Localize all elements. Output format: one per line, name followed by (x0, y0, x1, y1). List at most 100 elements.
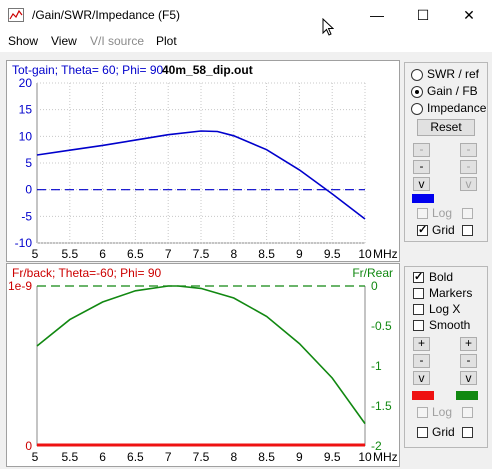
gain-chart-header: Tot-gain; Theta= 60; Phi= 90 (12, 63, 164, 77)
gain-y-tick-label: -10 (15, 236, 33, 250)
gain-x-tick-label: 5.5 (61, 247, 78, 261)
fb-x-tick-label: 8.5 (258, 450, 275, 464)
fb-x-tick-label: 8 (230, 450, 237, 464)
menu-plot[interactable]: Plot (156, 34, 177, 48)
right-scale-up-button[interactable]: - (460, 143, 477, 157)
fb-chart-plot: Fr/back; Theta=-60; Phi= 90 Fr/Rear 1e-9 0 0… (8, 266, 398, 464)
fb-x-tick-label: 7.5 (193, 450, 210, 464)
fb-x-tick-label: 7 (165, 450, 172, 464)
close-button[interactable]: ✕ (463, 7, 475, 23)
radio-gain-label: Gain / FB (427, 84, 478, 98)
right-scale-down-button[interactable]: - (460, 160, 477, 174)
reset-button[interactable]: Reset (417, 119, 475, 136)
fb-x-axis-label: MHz (373, 450, 398, 464)
gain-series-line (36, 130, 366, 220)
mouse-cursor-icon (322, 18, 334, 36)
logx-label: Log X (429, 302, 461, 316)
bold-label: Bold (429, 270, 454, 284)
grid-left-checkbox[interactable] (417, 223, 428, 236)
radio-swr-indicator[interactable] (411, 69, 423, 81)
gain-x-tick-label: 7 (165, 247, 172, 261)
fb-x-tick-label: 9 (296, 450, 303, 464)
gain-x-tick-label: 7.5 (193, 247, 210, 261)
fb-right-y-tick-label: -1 (371, 359, 382, 373)
logx-checkbox[interactable] (413, 304, 424, 315)
fb-rear-series-line (36, 285, 366, 425)
bold-checkbox[interactable] (413, 270, 424, 283)
title-bar: /Gain/SWR/Impedance (F5) — ☐ ✕ (0, 0, 492, 30)
grid-left-label: Grid (432, 223, 455, 237)
fb-x-tick-label: 5 (32, 450, 39, 464)
app-chart-icon (8, 8, 24, 22)
gain-x-tick-label: 8 (230, 247, 237, 261)
gain-y-tick-label: 10 (19, 129, 33, 143)
radio-impedance-indicator[interactable] (411, 103, 423, 115)
fb-chart: Fr/back; Theta=-60; Phi= 90 Fr/Rear 1e-9 0 0… (6, 263, 400, 467)
gain-x-axis-label: MHz (373, 247, 398, 261)
fb-right-y-tick-label: -1.5 (371, 399, 392, 413)
minimize-button[interactable]: — (370, 7, 384, 23)
fb-right-y-tick-label: -2 (371, 439, 382, 453)
right-offset-button[interactable]: v (460, 177, 477, 191)
gain-y-tick-label: 15 (19, 103, 33, 117)
gain-chart-plot: Tot-gain; Theta= 60; Phi= 9040m_58_dip.o… (12, 63, 398, 261)
grid-right-checkbox-bottom[interactable] (462, 427, 473, 438)
left-scale-up-button[interactable]: - (413, 143, 430, 157)
window-title: /Gain/SWR/Impedance (F5) (32, 8, 181, 22)
smooth-label: Smooth (429, 318, 471, 332)
log-right-checkbox[interactable] (462, 208, 473, 219)
grid-right-checkbox[interactable] (462, 225, 473, 236)
right-zoom-out-button[interactable]: - (460, 354, 477, 368)
fb-right-y-tick-label: -0.5 (371, 319, 392, 333)
log-left-label: Log (432, 206, 453, 220)
gain-chart-filename: 40m_58_dip.out (162, 63, 253, 77)
grid-left-label-bottom: Grid (432, 425, 455, 439)
log-left-checkbox[interactable] (417, 208, 428, 219)
log-right-checkbox-bottom[interactable] (462, 407, 473, 418)
left-scale-down-button[interactable]: - (413, 160, 430, 174)
menu-view[interactable]: View (51, 34, 77, 48)
fb-right-y-tick-label: 0 (371, 279, 378, 293)
gain-x-tick-label: 6 (99, 247, 106, 261)
maximize-button[interactable]: ☐ (416, 7, 430, 23)
fb-x-tick-label: 10 (358, 450, 372, 464)
gain-chart: Tot-gain; Theta= 60; Phi= 90 40m_58_dip.o… (6, 60, 400, 262)
left-zoom-in-button[interactable]: + (413, 337, 430, 351)
frback-color-swatch[interactable] (412, 391, 434, 400)
gain-y-tick-label: 20 (19, 76, 33, 90)
fb-x-tick-label: 6 (99, 450, 106, 464)
gain-x-tick-label: 10 (358, 247, 372, 261)
smooth-checkbox[interactable] (413, 320, 424, 331)
fb-x-tick-label: 9.5 (324, 450, 341, 464)
radio-impedance-label: Impedance (427, 101, 487, 115)
gain-x-tick-label: 8.5 (258, 247, 275, 261)
markers-label: Markers (429, 286, 473, 300)
grid-left-checkbox-bottom[interactable] (417, 427, 428, 438)
fb-control-panel: Bold Markers Log X Smooth + - v + - v Lo… (404, 266, 488, 448)
gain-y-tick-label: 5 (25, 156, 32, 170)
fb-x-tick-label: 5.5 (61, 450, 78, 464)
gain-y-tick-label: 0 (25, 183, 32, 197)
fb-left-y-tick-label: 0 (25, 439, 32, 453)
left-shift-button[interactable]: v (413, 371, 430, 385)
gain-x-tick-label: 5 (32, 247, 39, 261)
fb-x-tick-label: 6.5 (127, 450, 144, 464)
radio-gain-indicator[interactable] (411, 86, 423, 98)
frrear-color-swatch[interactable] (456, 391, 478, 400)
gain-x-tick-label: 9 (296, 247, 303, 261)
gain-x-tick-label: 9.5 (324, 247, 341, 261)
log-left-label-bottom: Log (432, 405, 453, 419)
right-shift-button[interactable]: v (460, 371, 477, 385)
fb-chart-header: Fr/back; Theta=-60; Phi= 90 (12, 266, 162, 280)
gain-x-tick-label: 6.5 (127, 247, 144, 261)
right-zoom-in-button[interactable]: + (460, 337, 477, 351)
left-zoom-out-button[interactable]: - (413, 354, 430, 368)
left-offset-button[interactable]: v (413, 177, 430, 191)
menu-vi-source[interactable]: V/I source (90, 34, 145, 48)
log-left-checkbox-bottom[interactable] (417, 407, 428, 418)
markers-checkbox[interactable] (413, 288, 424, 299)
gain-y-tick-label: -5 (21, 209, 32, 223)
gain-control-panel: SWR / ref Gain / FB Impedance Reset - - … (404, 62, 488, 242)
gain-color-swatch[interactable] (412, 194, 434, 203)
menu-show[interactable]: Show (8, 34, 39, 48)
